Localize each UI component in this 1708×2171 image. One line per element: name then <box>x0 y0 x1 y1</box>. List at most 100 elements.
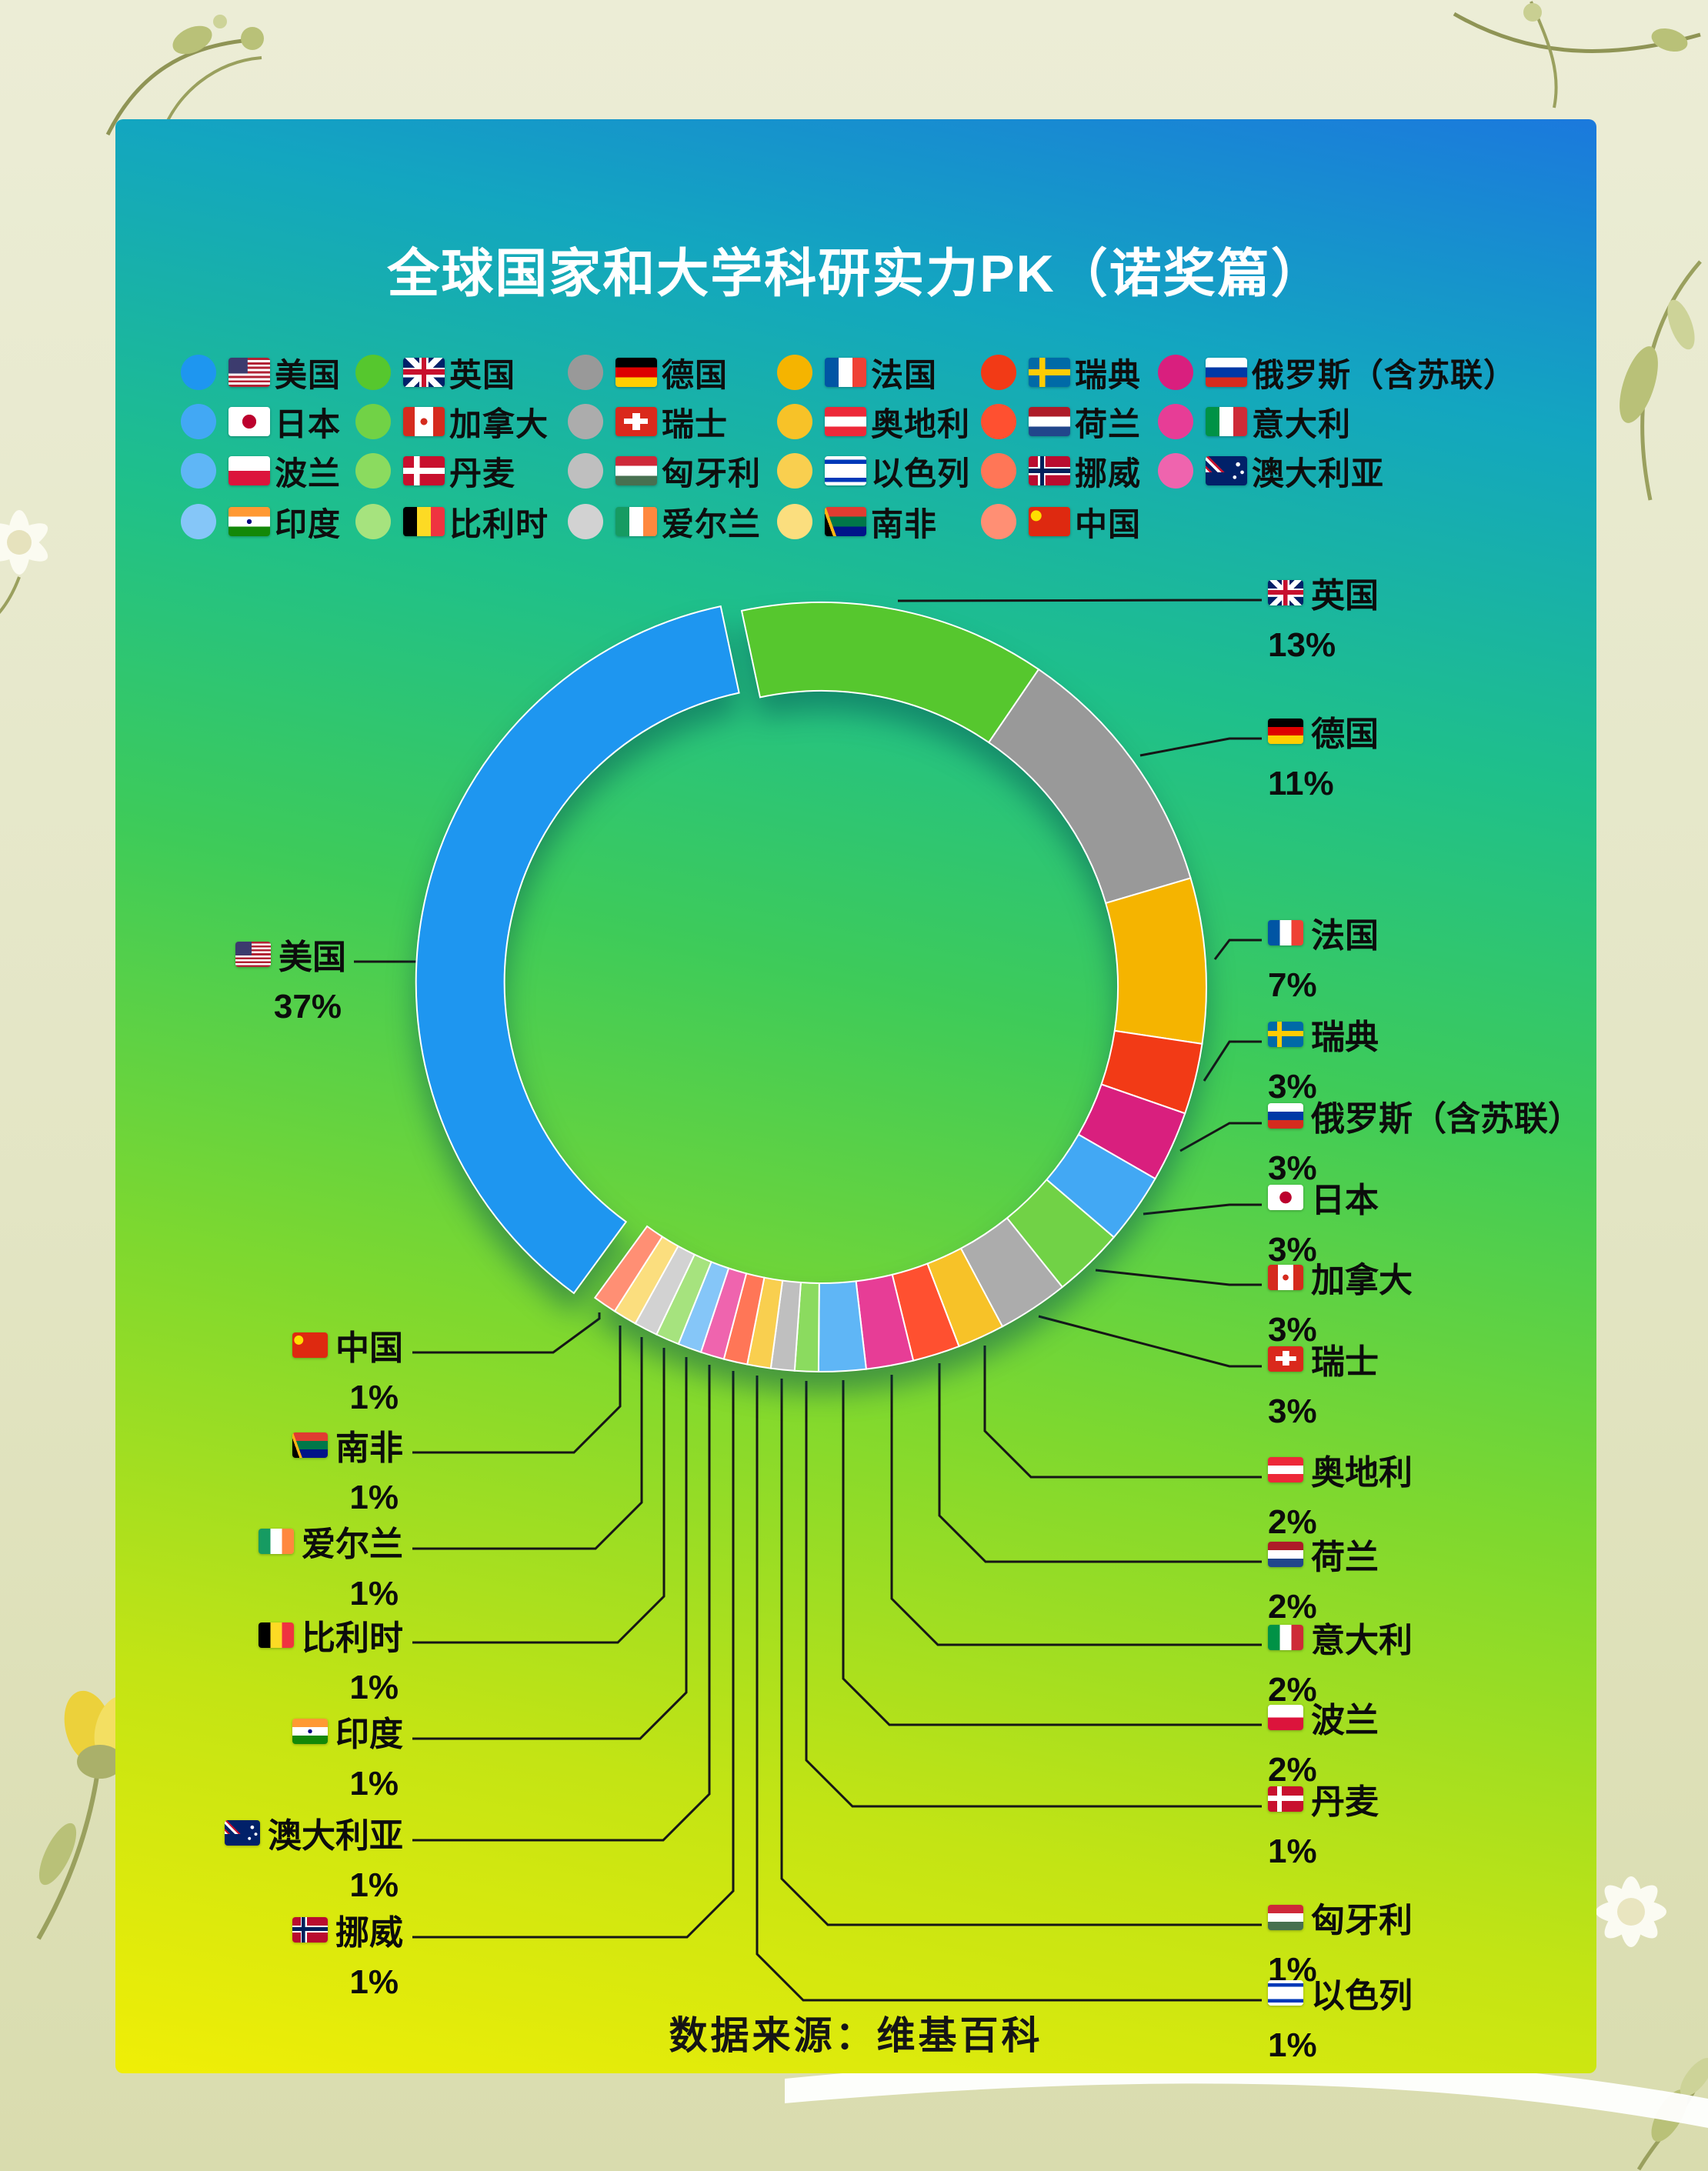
leader-ru <box>1179 1122 1262 1152</box>
legend-label: 英国 <box>449 356 516 393</box>
leader-dk <box>805 1381 1262 1808</box>
slice-uk <box>740 602 1040 744</box>
callout-percent: 1% <box>349 1575 399 1612</box>
leader-uk <box>897 599 1262 602</box>
flag-jp-icon <box>229 407 270 436</box>
flag-au-icon <box>1206 456 1247 485</box>
callout-percent: 3% <box>1268 1231 1317 1269</box>
legend-item-pl: 波兰 <box>181 451 341 492</box>
legend-swatch-ca <box>355 404 391 439</box>
flag-no-icon <box>1029 456 1070 485</box>
callout-ca: 加拿大 3% <box>1268 1252 1413 1349</box>
callout-country-name: 瑞士 <box>1311 1343 1379 1381</box>
legend-label: 日本 <box>275 405 342 442</box>
flag-de-icon <box>1268 718 1303 744</box>
callout-country-name: 澳大利亚 <box>268 1817 403 1855</box>
legend-swatch-ie <box>568 504 603 539</box>
callout-uk: 英国 13% <box>1268 568 1379 665</box>
legend-label: 瑞士 <box>662 405 729 442</box>
flag-it-icon <box>1268 1624 1303 1650</box>
legend-label: 意大利 <box>1252 405 1352 442</box>
callout-percent: 2% <box>1268 1671 1317 1709</box>
callout-percent: 1% <box>1268 1833 1317 1870</box>
legend-label: 澳大利亚 <box>1252 455 1385 492</box>
poster-card <box>115 119 1596 2073</box>
legend-label: 比利时 <box>449 505 549 542</box>
leader-nl <box>938 1363 1262 1563</box>
flag-be-icon <box>403 507 445 536</box>
slice-us <box>415 605 740 1295</box>
legend-item-cn: 中国 <box>981 502 1141 542</box>
legend-label: 美国 <box>275 356 342 393</box>
legend-item-ie: 爱尔兰 <box>568 502 761 542</box>
callout-country-name: 加拿大 <box>1311 1262 1413 1299</box>
leader-se <box>1203 1040 1262 1082</box>
legend-swatch-us <box>181 355 216 390</box>
callout-country-name: 丹麦 <box>1311 1783 1379 1821</box>
callout-percent: 2% <box>1268 1588 1317 1626</box>
legend-swatch-fr <box>777 355 812 390</box>
flag-nl-icon <box>1029 407 1070 436</box>
leader-no <box>412 1371 735 1939</box>
callout-country-name: 中国 <box>335 1329 403 1367</box>
legend-swatch-hu <box>568 453 603 489</box>
callout-us: 美国 37% <box>235 929 346 1026</box>
legend-item-ru: 俄罗斯（含苏联） <box>1158 352 1516 393</box>
legend-item-it: 意大利 <box>1158 402 1351 442</box>
flag-hu-icon <box>615 456 657 485</box>
legend-swatch-uk <box>355 355 391 390</box>
flag-fr-icon <box>1268 919 1303 945</box>
leader-pl <box>842 1380 1262 1726</box>
callout-country-name: 日本 <box>1311 1182 1379 1219</box>
leader-be <box>412 1348 666 1644</box>
callout-country-name: 意大利 <box>1311 1622 1413 1659</box>
callout-country-name: 俄罗斯（含苏联） <box>1311 1100 1582 1138</box>
legend-swatch-au <box>1158 453 1193 489</box>
legend-swatch-de <box>568 355 603 390</box>
legend-swatch-cn <box>981 504 1016 539</box>
legend-item-ch: 瑞士 <box>568 402 728 442</box>
legend-item-au: 澳大利亚 <box>1158 451 1384 492</box>
legend-label: 俄罗斯（含苏联） <box>1252 356 1517 393</box>
legend-label: 匈牙利 <box>662 455 762 492</box>
callout-percent: 2% <box>1268 1503 1317 1541</box>
callout-percent: 13% <box>1268 626 1336 664</box>
slice-fr <box>1104 877 1207 1045</box>
legend-label: 南非 <box>871 505 938 542</box>
legend-swatch-jp <box>181 404 216 439</box>
callout-hu: 匈牙利 1% <box>1268 1893 1413 1989</box>
leader-lines <box>354 599 1262 2002</box>
legend-swatch-ch <box>568 404 603 439</box>
leader-cn <box>412 1312 601 1354</box>
legend-swatch-il <box>777 453 812 489</box>
flag-us-icon <box>235 941 271 967</box>
flag-no-icon <box>292 1916 328 1943</box>
flag-pl-icon <box>229 456 270 485</box>
callout-percent: 1% <box>349 1479 399 1516</box>
callout-country-name: 匈牙利 <box>1311 1902 1413 1939</box>
flag-hu-icon <box>1268 1904 1303 1930</box>
callout-percent: 3% <box>1268 1392 1317 1430</box>
callout-country-name: 印度 <box>335 1716 403 1753</box>
callout-country-name: 比利时 <box>302 1619 403 1657</box>
flag-pl-icon <box>1268 1704 1303 1730</box>
legend-swatch-dk <box>355 453 391 489</box>
legend-label: 瑞典 <box>1075 356 1142 393</box>
callout-percent: 37% <box>273 988 342 1025</box>
flag-us-icon <box>229 358 270 387</box>
legend-label: 爱尔兰 <box>662 505 762 542</box>
callout-country-name: 英国 <box>1311 577 1379 615</box>
legend-swatch-be <box>355 504 391 539</box>
legend-swatch-it <box>1158 404 1193 439</box>
donut-slices <box>415 602 1207 1373</box>
flag-nl-icon <box>1268 1541 1303 1567</box>
leader-ch <box>1038 1315 1262 1368</box>
legend-item-be: 比利时 <box>355 502 549 542</box>
slice-de <box>987 668 1192 905</box>
legend-label: 法国 <box>871 356 938 393</box>
legend-swatch-at <box>777 404 812 439</box>
callout-country-name: 法国 <box>1311 917 1379 955</box>
legend-item-il: 以色列 <box>777 451 970 492</box>
callout-country-name: 波兰 <box>1311 1702 1379 1739</box>
